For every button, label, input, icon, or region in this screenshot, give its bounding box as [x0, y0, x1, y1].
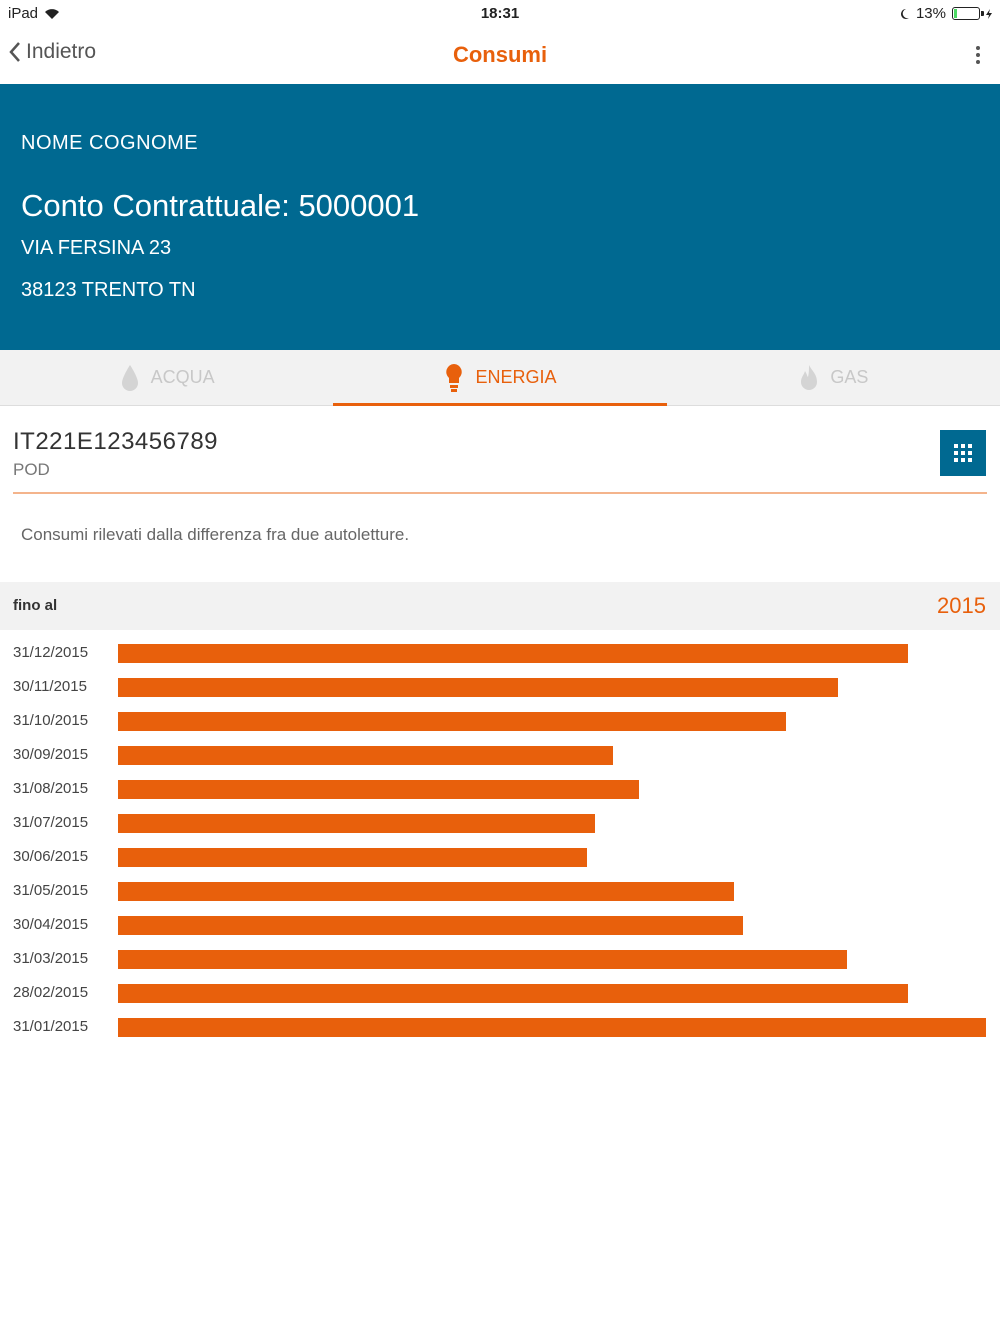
chart-row[interactable]: 30/04/2015: [0, 908, 1000, 942]
divider: [13, 492, 987, 494]
grid-dot-icon: [968, 451, 972, 455]
bar-label: 30/11/2015: [13, 678, 87, 695]
contract-number: Conto Contrattuale: 5000001: [21, 188, 420, 223]
consumption-bar[interactable]: [118, 780, 639, 799]
grid-dot-icon: [961, 451, 965, 455]
bar-label: 28/02/2015: [13, 984, 89, 1001]
grid-dot-icon: [961, 458, 965, 462]
light-bulb-icon: [446, 363, 463, 392]
more-dot-icon: [976, 60, 980, 64]
back-label: Indietro: [26, 40, 97, 63]
chart-row[interactable]: 31/05/2015: [0, 874, 1000, 908]
bar-label: 31/07/2015: [13, 814, 89, 831]
tab-label: ENERGIA: [475, 367, 557, 387]
back-button[interactable]: Indietro: [8, 40, 96, 64]
bar-label: 31/03/2015: [13, 950, 89, 967]
device-label: iPad: [8, 5, 39, 22]
grid-dot-icon: [968, 444, 972, 448]
consumption-bar[interactable]: [118, 644, 908, 663]
status-bar: iPad 18:31 13%: [0, 0, 1000, 28]
year-selector[interactable]: 2015: [937, 593, 986, 618]
consumption-bar-chart: 31/12/2015 30/11/2015 31/10/2015 30/09/2015…: [0, 636, 1000, 1044]
grid-dot-icon: [961, 444, 965, 448]
chart-row[interactable]: 31/12/2015: [0, 636, 1000, 670]
bar-label: 31/12/2015: [13, 644, 89, 661]
bar-label: 31/10/2015: [13, 712, 89, 729]
period-label: fino al: [13, 597, 58, 614]
tab-gas[interactable]: GAS: [667, 350, 1000, 405]
chart-row[interactable]: 30/11/2015: [0, 670, 1000, 704]
chart-row[interactable]: 31/03/2015: [0, 942, 1000, 976]
period-header: fino al 2015: [0, 582, 1000, 630]
chart-row[interactable]: 30/09/2015: [0, 738, 1000, 772]
battery-icon: [952, 7, 984, 20]
navigation-bar: Indietro Consumi: [0, 28, 1000, 84]
battery-percent: 13%: [915, 5, 946, 22]
address-city: 38123 TRENTO TN: [21, 279, 196, 301]
more-options-button[interactable]: [970, 42, 986, 68]
consumption-bar[interactable]: [118, 882, 735, 901]
flame-icon: [801, 364, 818, 390]
water-drop-icon: [121, 364, 138, 391]
pod-code: IT221E123456789: [13, 428, 219, 455]
tab-acqua[interactable]: ACQUA: [0, 350, 333, 405]
customer-name: NOME COGNOME: [21, 132, 199, 154]
consumption-bar[interactable]: [118, 678, 839, 697]
grid-view-button[interactable]: [940, 430, 986, 476]
bar-label: 30/04/2015: [13, 916, 89, 933]
consumption-bar[interactable]: [118, 916, 743, 935]
wifi-icon: [45, 8, 60, 19]
account-banner: NOME COGNOME Conto Contrattuale: 5000001…: [0, 84, 1000, 350]
charging-icon: [986, 8, 992, 19]
consumption-bar[interactable]: [118, 1018, 986, 1037]
grid-dot-icon: [968, 458, 972, 462]
utility-tabs: ACQUA ENERGIA GAS: [0, 350, 1000, 406]
tab-energia[interactable]: ENERGIA: [333, 350, 667, 406]
moon-icon: [900, 8, 909, 19]
bar-label: 30/06/2015: [13, 848, 89, 865]
chevron-left-icon: [9, 42, 20, 62]
chart-row[interactable]: 31/07/2015: [0, 806, 1000, 840]
bar-label: 31/01/2015: [13, 1018, 89, 1035]
consumption-bar[interactable]: [118, 984, 908, 1003]
page-title: Consumi: [452, 42, 548, 67]
grid-dot-icon: [954, 458, 958, 462]
consumption-note: Consumi rilevati dalla differenza fra du…: [21, 525, 410, 544]
consumption-bar[interactable]: [118, 950, 848, 969]
bar-label: 30/09/2015: [13, 746, 89, 763]
bar-label: 31/08/2015: [13, 780, 89, 797]
pod-label: POD: [13, 460, 50, 479]
consumption-bar[interactable]: [118, 746, 613, 765]
bar-label: 31/05/2015: [13, 882, 89, 899]
chart-row[interactable]: 31/08/2015: [0, 772, 1000, 806]
clock: 18:31: [480, 5, 520, 22]
grid-dot-icon: [954, 451, 958, 455]
more-dot-icon: [976, 53, 980, 57]
tab-label: ACQUA: [150, 367, 215, 387]
more-dot-icon: [976, 46, 980, 50]
consumption-bar[interactable]: [118, 712, 787, 731]
chart-row[interactable]: 30/06/2015: [0, 840, 1000, 874]
address-street: VIA FERSINA 23: [21, 237, 172, 259]
chart-row[interactable]: 31/10/2015: [0, 704, 1000, 738]
consumption-bar[interactable]: [118, 814, 596, 833]
chart-row[interactable]: 31/01/2015: [0, 1010, 1000, 1044]
tab-label: GAS: [830, 367, 869, 387]
grid-dot-icon: [954, 444, 958, 448]
consumption-bar[interactable]: [118, 848, 587, 867]
chart-row[interactable]: 28/02/2015: [0, 976, 1000, 1010]
